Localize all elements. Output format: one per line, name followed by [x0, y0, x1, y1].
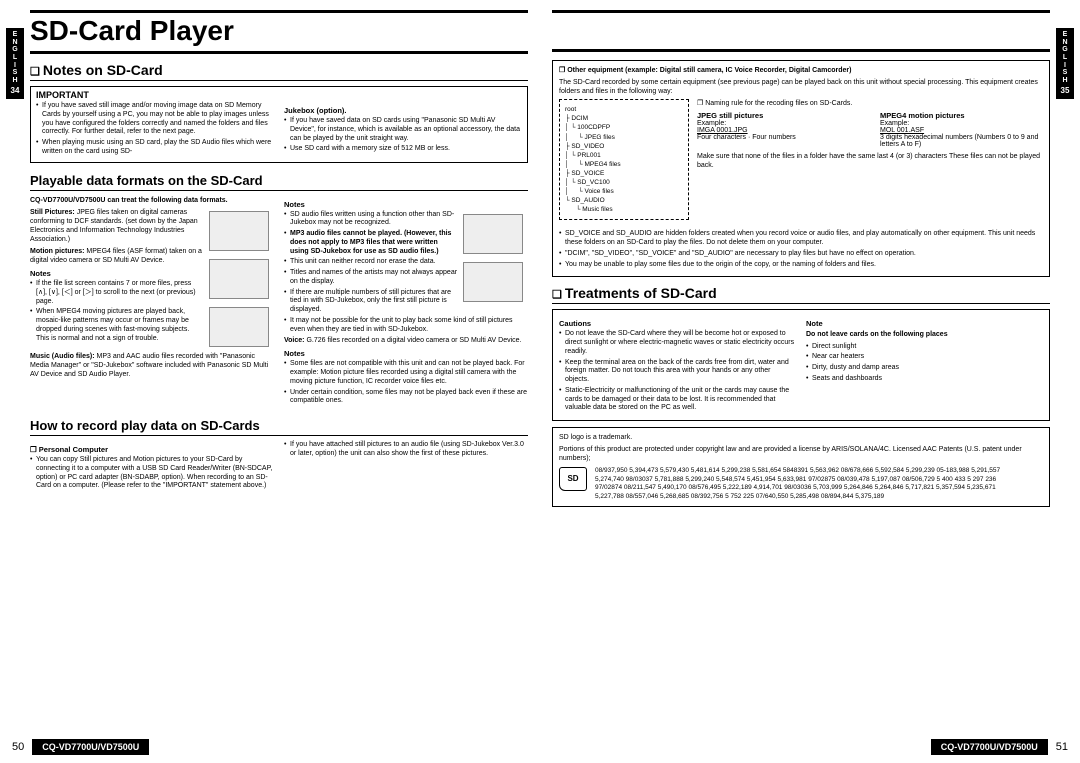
heading-notes: Notes on SD-Card: [30, 62, 528, 81]
note-item: Titles and names of the artists may not …: [284, 269, 528, 287]
patent-text: Portions of this product are protected u…: [559, 445, 1043, 463]
caution-item: Static-Electricity or malfunctioning of …: [559, 387, 796, 413]
naming-note: Make sure that none of the files in a fo…: [697, 152, 1043, 170]
title-rule: [552, 10, 1050, 52]
page-title: SD-Card Player: [30, 10, 528, 54]
places-heading: Do not leave cards on the following plac…: [806, 331, 948, 338]
patent-box: SD logo is a trademark. Portions of this…: [552, 427, 1050, 507]
note-item: When MPEG4 moving pictures are played ba…: [30, 308, 274, 343]
treatments-box: Cautions Do not leave the SD-Card where …: [552, 309, 1050, 421]
page-number: 50: [12, 741, 24, 753]
other-equipment-heading: ❐ Other equipment (example: Digital stil…: [559, 67, 851, 74]
note-item: Under certain condition, some files may …: [284, 389, 528, 407]
note-item: SD audio files written using a function …: [284, 211, 528, 229]
mpeg-pattern: MOL 001.ASF: [880, 127, 1043, 134]
important-item: Use SD card with a memory size of 512 MB…: [284, 145, 522, 154]
page-number: 51: [1056, 741, 1068, 753]
other-equipment-box: ❐ Other equipment (example: Digital stil…: [552, 60, 1050, 277]
jpeg-pattern: IMGA 0001.JPG: [697, 127, 860, 134]
naming-bullet: SD_VOICE and SD_AUDIO are hidden folders…: [559, 230, 1043, 248]
notes-heading: Notes: [284, 200, 528, 209]
important-item: If you have saved still image and/or mov…: [36, 102, 274, 137]
note-item: Some files are not compatible with this …: [284, 360, 528, 386]
trademark-text: SD logo is a trademark.: [559, 433, 1043, 442]
pc-heading: ❐ Personal Computer: [30, 445, 274, 454]
note-item: If the file list screen contains 7 or mo…: [30, 280, 274, 306]
example-label: Example:: [880, 120, 1043, 127]
naming-heading: ❐ Naming rule for the recoding files on …: [697, 99, 1043, 108]
voice-text: Voice: G.726 files recorded on a digital…: [284, 336, 528, 345]
place-item: Direct sunlight: [806, 343, 1043, 352]
naming-bullet: You may be unable to play some files due…: [559, 261, 1043, 270]
side-tab-left: ENGLISH 34: [6, 28, 24, 99]
cautions-heading: Cautions: [559, 319, 796, 328]
footer-left: 50 CQ-VD7700U/VD7500U: [0, 739, 540, 755]
note-item: If there are multiple numbers of still p…: [284, 289, 528, 315]
page-spread: ENGLISH 34 SD-Card Player Notes on SD-Ca…: [0, 0, 1080, 763]
place-item: Near car heaters: [806, 353, 1043, 362]
mpeg-sub: 3 digits hexadecimal numbers (Numbers 0 …: [880, 134, 1043, 148]
pc-item: You can copy Still pictures and Motion p…: [30, 456, 274, 491]
important-item: When playing music using an SD card, pla…: [36, 139, 274, 157]
patent-numbers: 08/937,950 5,394,473 5,579,430 5,481,614…: [595, 467, 1025, 501]
playable-intro: CQ-VD7700U/VD7500U can treat the followi…: [30, 197, 228, 204]
caution-item: Do not leave the SD-Card where they will…: [559, 330, 796, 356]
note-item: MP3 audio files cannot be played. (Howev…: [284, 230, 528, 256]
pc-item: If you have attached still pictures to a…: [284, 441, 528, 459]
page-right: ENGLISH 35 ❐ Other equipment (example: D…: [540, 0, 1080, 763]
heading-record: How to record play data on SD-Cards: [30, 418, 528, 436]
note-item: This unit can neither record nor erase t…: [284, 258, 528, 267]
side-page-num: 34: [6, 87, 24, 96]
note-item: It may not be possible for the unit to p…: [284, 317, 528, 335]
mpeg-heading: MPEG4 motion pictures: [880, 111, 1043, 120]
model-badge: CQ-VD7700U/VD7500U: [931, 739, 1048, 755]
music-text: Music (Audio files): MP3 and AAC audio f…: [30, 352, 274, 379]
heading-playable: Playable data formats on the SD-Card: [30, 173, 528, 191]
camera-illustration: [209, 211, 269, 251]
caution-item: Keep the terminal area on the back of th…: [559, 359, 796, 385]
place-item: Seats and dashboards: [806, 375, 1043, 384]
sd-logo-icon: SD: [559, 467, 587, 491]
model-badge: CQ-VD7700U/VD7500U: [32, 739, 149, 755]
important-item: If you have saved data on SD cards using…: [284, 117, 522, 143]
side-page-num: 35: [1056, 87, 1074, 96]
jpeg-heading: JPEG still pictures: [697, 111, 860, 120]
important-heading: IMPORTANT: [36, 90, 522, 100]
example-label: Example:: [697, 120, 860, 127]
folder-tree: root ├ DCIM │ └ 100CDPFP │ └ JPEG files …: [559, 99, 689, 220]
other-equipment-text: The SD-Card recorded by some certain equ…: [559, 78, 1043, 96]
naming-bullet: "DCIM", "SD_VIDEO", "SD_VOICE" and "SD_A…: [559, 250, 1043, 259]
heading-treatments: Treatments of SD-Card: [552, 285, 1050, 304]
place-item: Dirty, dusty and damp areas: [806, 364, 1043, 373]
footer-right: CQ-VD7700U/VD7500U 51: [540, 739, 1080, 755]
jukebox-heading: Jukebox (option).: [284, 106, 522, 115]
jpeg-sub: Four characters · Four numbers: [697, 134, 860, 141]
naming-section: ❐ Naming rule for the recoding files on …: [697, 99, 1043, 173]
important-box: IMPORTANT If you have saved still image …: [30, 86, 528, 163]
notes-heading: Notes: [284, 349, 528, 358]
note-heading: Note: [806, 319, 1043, 328]
side-tab-right: ENGLISH 35: [1056, 28, 1074, 99]
page-left: ENGLISH 34 SD-Card Player Notes on SD-Ca…: [0, 0, 540, 763]
